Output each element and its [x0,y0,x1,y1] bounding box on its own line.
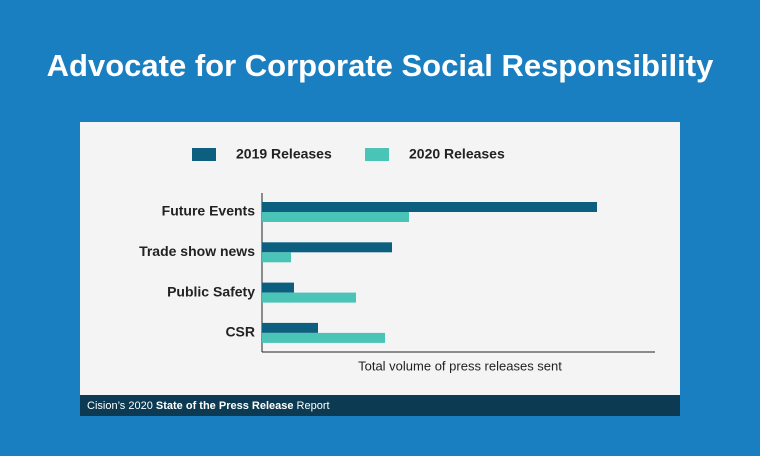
bar [262,252,291,263]
footer-suffix: Report [293,400,329,412]
bar [262,332,385,343]
legend-swatch [192,148,216,161]
legend-label: 2020 Releases [409,146,505,162]
footer-bold: State of the Press Release [156,400,294,412]
footer-prefix: Cision’s 2020 [87,400,156,412]
bar [262,292,356,303]
legend-swatch [365,148,389,161]
bar [262,212,409,222]
bar [262,322,318,333]
y-tick-label: CSR [225,324,255,340]
y-tick-label: Public Safety [167,283,255,299]
legend-label: 2019 Releases [236,146,332,162]
x-axis-label: Total volume of press releases sent [358,358,562,373]
footer-text: Cision’s 2020 State of the Press Release… [87,400,330,412]
bar [262,242,392,253]
bar [262,282,294,293]
panel [80,122,680,396]
footer-bar [80,395,680,416]
y-tick-label: Trade show news [139,243,255,259]
y-tick-label: Future Events [162,203,256,219]
bar [262,202,597,212]
chart-title: Advocate for Corporate Social Responsibi… [47,48,714,83]
